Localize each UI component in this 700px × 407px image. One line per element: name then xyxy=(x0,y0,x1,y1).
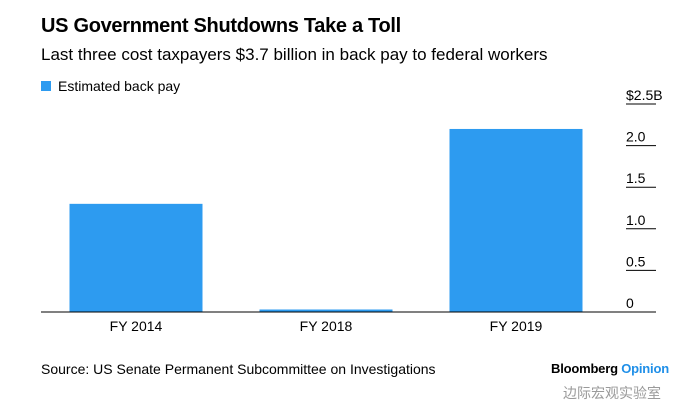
chart-title: US Government Shutdowns Take a Toll xyxy=(41,15,401,37)
bar-fy-2018 xyxy=(259,309,393,312)
y-tick-label: 2.0 xyxy=(626,129,646,145)
legend-label: Estimated back pay xyxy=(58,78,181,94)
x-tick-label: FY 2019 xyxy=(490,318,543,334)
source-note: Source: US Senate Permanent Subcommittee… xyxy=(41,361,436,377)
y-tick-label: $2.5B xyxy=(626,87,663,103)
brand-logo: Bloomberg Opinion xyxy=(551,361,669,376)
chart-subtitle: Last three cost taxpayers $3.7 billion i… xyxy=(41,45,548,64)
watermark: 边际宏观实验室 xyxy=(563,385,661,401)
legend-swatch xyxy=(41,81,51,91)
bar-fy-2019 xyxy=(449,128,583,312)
x-tick-label: FY 2018 xyxy=(300,318,353,334)
legend: Estimated back pay xyxy=(41,78,180,94)
y-tick-label: 1.0 xyxy=(626,212,646,228)
brand-main: Bloomberg xyxy=(551,361,618,376)
brand-sub: Opinion xyxy=(621,361,669,376)
y-tick-label: 0.5 xyxy=(626,253,646,269)
x-tick-label: FY 2014 xyxy=(110,318,163,334)
y-tick-label: 1.5 xyxy=(626,170,646,186)
bar-fy-2014 xyxy=(69,203,203,312)
y-tick-label: 0 xyxy=(626,295,634,311)
